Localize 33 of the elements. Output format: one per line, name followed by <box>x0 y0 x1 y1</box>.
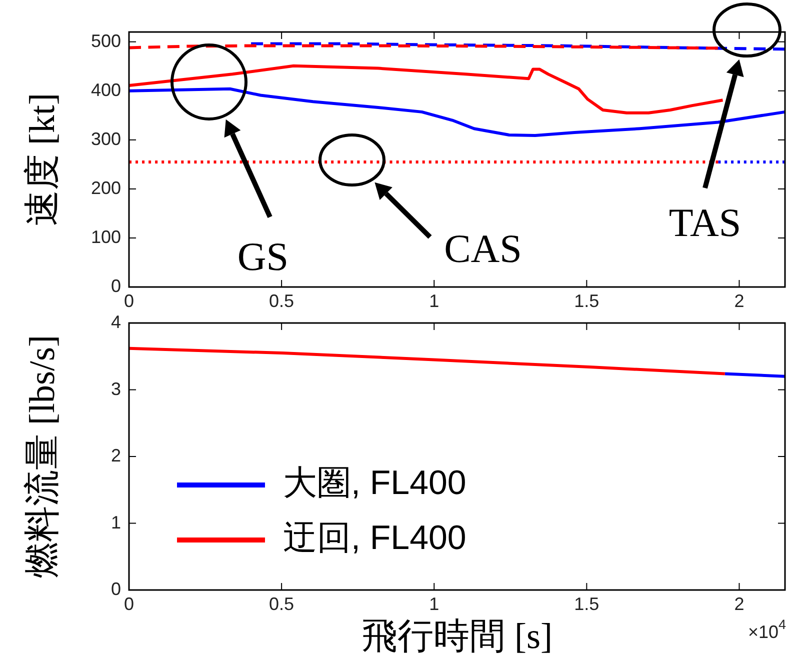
x-tick-label: 1 <box>429 290 440 311</box>
line-series <box>128 346 726 376</box>
x-tick-label: 0 <box>124 290 134 311</box>
y-tick-label: 0 <box>110 276 121 296</box>
x-tick-label: 2 <box>734 594 744 614</box>
y-axis-title: 燃料流量 [lbs/s] <box>22 335 62 578</box>
line-series <box>128 87 786 137</box>
x-tick-label: 0.5 <box>269 290 294 311</box>
line-series <box>128 64 724 114</box>
y-axis-title: 速度 [kt] <box>22 93 62 226</box>
x-tick-label: 0.5 <box>269 594 294 614</box>
y-tick-label: 100 <box>90 226 121 247</box>
x-tick-label: 1.5 <box>574 290 600 311</box>
annotation: GS <box>237 234 289 280</box>
text: ×10$^{4}$ <box>748 617 787 642</box>
y-tick-label: 2 <box>110 445 121 466</box>
x-tick-label: 0 <box>124 594 134 614</box>
y-tick-label: 400 <box>90 80 121 100</box>
y-tick-label: 4 <box>110 312 121 332</box>
y-tick-label: 500 <box>90 30 121 51</box>
y-tick-label: 300 <box>90 128 121 149</box>
legend-label: 迂回, FL400 <box>283 518 466 557</box>
annotation: CAS <box>444 226 522 272</box>
y-tick-label: 200 <box>90 178 121 198</box>
annotation: TAS <box>668 200 742 246</box>
x-tick-label: 2 <box>734 290 744 311</box>
y-tick-label: 0 <box>110 578 121 599</box>
y-tick-label: 1 <box>110 512 121 532</box>
x-tick-label: 1.5 <box>574 594 600 614</box>
legend-label: 大圏, FL400 <box>283 464 466 502</box>
x-axis-title: 飛行時間 [s] <box>362 616 552 656</box>
x-tick-label: 1 <box>429 594 440 614</box>
y-tick-label: 3 <box>110 378 121 398</box>
